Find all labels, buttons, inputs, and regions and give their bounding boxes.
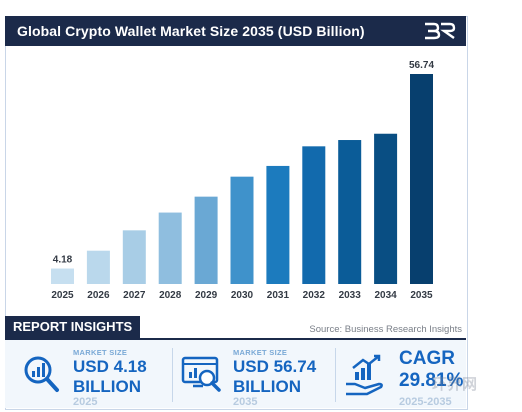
insight-card-cagr: CAGR 29.81% 2025-2035	[343, 342, 464, 408]
insight-small-label: MARKET SIZE	[233, 348, 288, 357]
x-tick-label-2027: 2027	[123, 290, 146, 301]
x-tick-label-2030: 2030	[231, 290, 254, 301]
monitor-chart-icon	[181, 356, 221, 392]
bar-2029	[194, 196, 218, 284]
source-note: Source: Business Research Insights	[309, 324, 462, 335]
bar-2033	[338, 140, 362, 284]
bar-2035	[410, 74, 433, 284]
hand-growth-icon	[346, 354, 383, 396]
insight-value-line1: USD 56.74	[233, 357, 317, 376]
bar-2025	[51, 268, 74, 284]
bar-2026	[86, 250, 110, 284]
insight-small-label: MARKET SIZE	[73, 348, 128, 357]
insight-year: 2035	[233, 396, 258, 408]
watermark: 环界网	[432, 376, 478, 393]
insight-card-market-size-2035: MARKET SIZE USD 56.74 BILLION 2035	[179, 342, 329, 408]
insight-value-line2: BILLION	[233, 377, 301, 396]
x-tick-label-2025: 2025	[51, 290, 74, 301]
x-tick-label-2034: 2034	[374, 290, 397, 301]
cagr-period: 2025-2035	[399, 396, 452, 408]
insight-divider	[335, 348, 336, 402]
insight-value-line2: BILLION	[73, 377, 141, 396]
insight-divider	[172, 348, 173, 402]
bar-2032	[302, 146, 326, 284]
data-label-2035: 56.74	[409, 60, 434, 71]
bar-2034	[374, 133, 398, 284]
bar-2030	[230, 176, 254, 284]
magnifier-chart-icon	[24, 356, 59, 392]
insight-value-line1: USD 4.18	[73, 357, 147, 376]
bar-chart: 2025 4.18 2026 2027 2028 2029 2030 2031 2032 2033…	[51, 60, 434, 301]
x-tick-label-2029: 2029	[195, 290, 218, 301]
x-tick-label-2032: 2032	[303, 290, 326, 301]
insight-card-market-size-2025: MARKET SIZE USD 4.18 BILLION 2025	[19, 342, 164, 408]
report-insights-heading: REPORT INSIGHTS	[5, 316, 141, 338]
chart-title: Global Crypto Wallet Market Size 2035 (U…	[17, 23, 365, 39]
x-tick-label-2026: 2026	[87, 290, 110, 301]
insight-year: 2025	[73, 396, 98, 408]
x-tick-label-2035: 2035	[410, 290, 433, 301]
data-label-2025: 4.18	[53, 255, 73, 266]
x-tick-label-2033: 2033	[339, 290, 362, 301]
bar-2031	[266, 165, 290, 284]
title-bar: Global Crypto Wallet Market Size 2035 (U…	[5, 16, 466, 46]
report-insights-panel: MARKET SIZE USD 4.18 BILLION 2025 MARKET…	[5, 338, 466, 408]
brand-logo-icon	[425, 22, 456, 40]
cagr-label: CAGR	[399, 348, 455, 369]
x-tick-label-2028: 2028	[159, 290, 182, 301]
x-tick-label-2031: 2031	[267, 290, 290, 301]
bar-2027	[122, 230, 146, 284]
bar-2028	[158, 212, 182, 284]
cagr-value: 29.81%	[399, 370, 464, 391]
